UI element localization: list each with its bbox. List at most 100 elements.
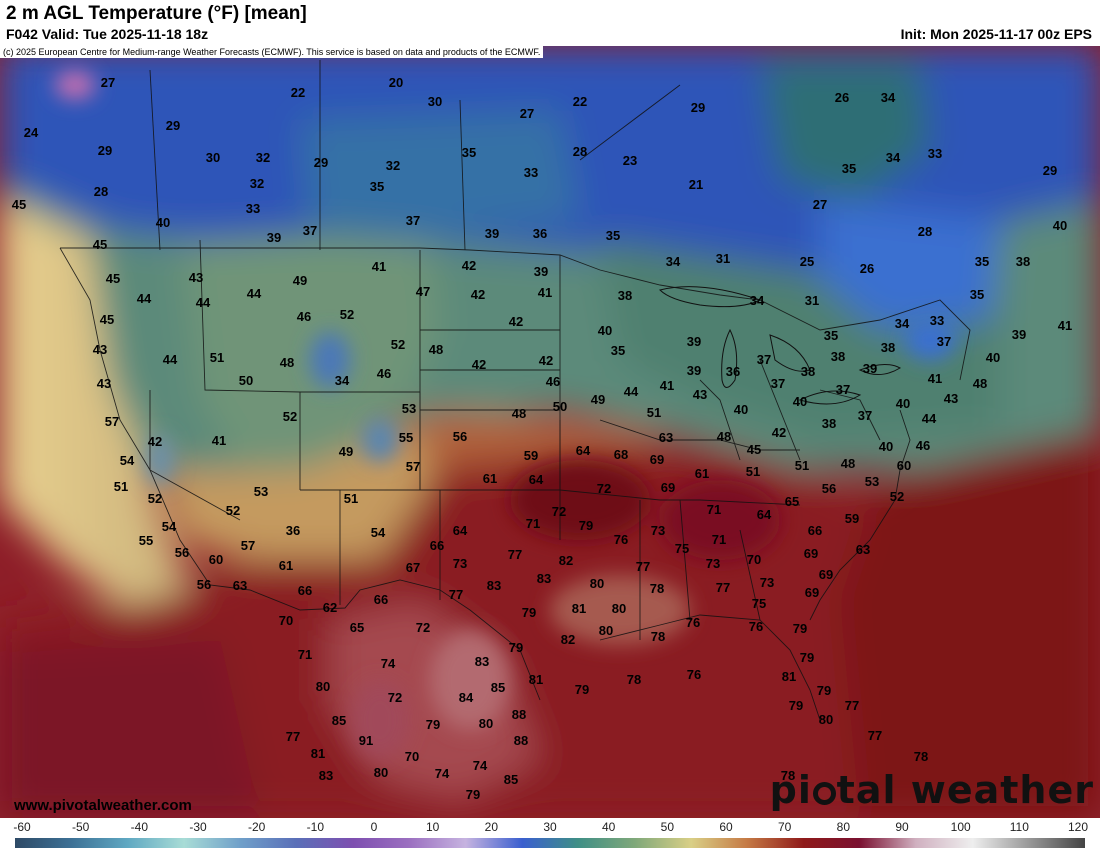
temperature-label: 21: [689, 177, 703, 192]
temperature-label: 44: [922, 411, 937, 426]
temperature-label: 81: [311, 746, 325, 761]
temperature-label: 24: [24, 125, 39, 140]
color-scale-tick: 20: [484, 820, 499, 834]
temperature-label: 43: [693, 387, 707, 402]
copyright-notice: (c) 2025 European Centre for Medium-rang…: [0, 46, 544, 58]
temperature-label: 28: [94, 184, 108, 199]
color-scale-tick: 90: [895, 820, 909, 834]
temperature-label: 67: [406, 560, 420, 575]
temperature-label: 34: [335, 373, 350, 388]
temperature-label: 31: [716, 251, 730, 266]
temperature-label: 79: [466, 787, 480, 802]
color-scale-tick: 0: [370, 820, 378, 834]
temperature-label: 75: [752, 596, 766, 611]
temperature-label: 57: [241, 538, 255, 553]
temperature-label: 44: [137, 291, 152, 306]
temperature-label: 32: [386, 158, 400, 173]
temperature-label: 31: [805, 293, 819, 308]
temperature-label: 48: [280, 355, 294, 370]
temperature-label: 71: [707, 502, 721, 517]
temperature-label: 45: [100, 312, 114, 327]
temperature-label: 37: [303, 223, 317, 238]
temperature-label: 83: [537, 571, 551, 586]
temperature-map[interactable]: 27 20 22 30 22 27 29 26 34 24 29 29 30 32 29 32 35 28 23 34…: [0, 46, 1100, 818]
temperature-label: 71: [298, 647, 312, 662]
temperature-label: 81: [782, 669, 796, 684]
temperature-label: 34: [666, 254, 681, 269]
temperature-label: 47: [416, 284, 430, 299]
temperature-label: 45: [12, 197, 26, 212]
temperature-label: 42: [472, 357, 486, 372]
temperature-label: 52: [391, 337, 405, 352]
color-scale-tick: -30: [189, 820, 207, 834]
temperature-label: 65: [785, 494, 799, 509]
temperature-label: 36: [726, 364, 740, 379]
temperature-label: 35: [842, 161, 856, 176]
site-url[interactable]: www.pivotalweather.com: [14, 797, 192, 814]
temperature-label: 72: [597, 481, 611, 496]
temperature-label: 77: [868, 728, 882, 743]
temperature-label: 63: [233, 578, 247, 593]
temperature-label: 74: [381, 656, 396, 671]
temperature-label: 80: [316, 679, 330, 694]
temperature-label: 35: [611, 343, 625, 358]
color-scale-tick: -60: [13, 820, 31, 834]
map-title: 2 m AGL Temperature (°F) [mean]: [6, 3, 307, 24]
temperature-label: 51: [114, 479, 128, 494]
temperature-label: 30: [206, 150, 220, 165]
temperature-label: 34: [750, 293, 765, 308]
temperature-label: 85: [491, 680, 505, 695]
temperature-label: 79: [817, 683, 831, 698]
temperature-label: 78: [650, 581, 664, 596]
temperature-label: 78: [651, 629, 665, 644]
temperature-label: 20: [389, 75, 403, 90]
temperature-label: 66: [298, 583, 312, 598]
temperature-label: 51: [647, 405, 661, 420]
temperature-label: 38: [831, 349, 845, 364]
temperature-label: 77: [636, 559, 650, 574]
temperature-label: 72: [416, 620, 430, 635]
temperature-label: 82: [561, 632, 575, 647]
temperature-label: 37: [406, 213, 420, 228]
temperature-label: 77: [449, 587, 463, 602]
temperature-label: 39: [485, 226, 499, 241]
temperature-label: 78: [914, 749, 928, 764]
temperature-label: 50: [553, 399, 567, 414]
temperature-label: 29: [98, 143, 112, 158]
temperature-label: 39: [687, 363, 701, 378]
color-scale-tick: 60: [719, 820, 733, 834]
temperature-label: 29: [1043, 163, 1057, 178]
temperature-label: 79: [789, 698, 803, 713]
temperature-label: 63: [659, 430, 673, 445]
temperature-label: 38: [822, 416, 836, 431]
temperature-label: 73: [706, 556, 720, 571]
temperature-label: 27: [101, 75, 115, 90]
temperature-label: 32: [256, 150, 270, 165]
temperature-label: 44: [247, 286, 262, 301]
temperature-label: 71: [526, 516, 540, 531]
temperature-label: 61: [695, 466, 709, 481]
valid-time: F042 Valid: Tue 2025-11-18 18z: [6, 26, 209, 42]
temperature-label: 40: [896, 396, 910, 411]
temperature-label: 51: [795, 458, 809, 473]
temperature-label: 83: [475, 654, 489, 669]
temperature-label: 39: [534, 264, 548, 279]
temperature-label: 36: [286, 523, 300, 538]
temperature-label: 35: [975, 254, 989, 269]
temperature-label: 63: [856, 542, 870, 557]
temperature-label: 83: [487, 578, 501, 593]
temperature-label: 22: [291, 85, 305, 100]
temperature-label: 82: [559, 553, 573, 568]
temperature-label: 27: [813, 197, 827, 212]
map-header: 2 m AGL Temperature (°F) [mean] F042 Val…: [0, 0, 1100, 46]
temperature-label: 44: [196, 295, 211, 310]
color-scale-tick: 30: [543, 820, 557, 834]
temperature-label: 80: [374, 765, 388, 780]
temperature-label: 84: [459, 690, 474, 705]
temperature-label: 46: [546, 374, 560, 389]
temperature-label: 70: [405, 749, 419, 764]
temperature-label: 77: [845, 698, 859, 713]
temperature-label: 78: [627, 672, 641, 687]
temperature-label: 45: [747, 442, 761, 457]
